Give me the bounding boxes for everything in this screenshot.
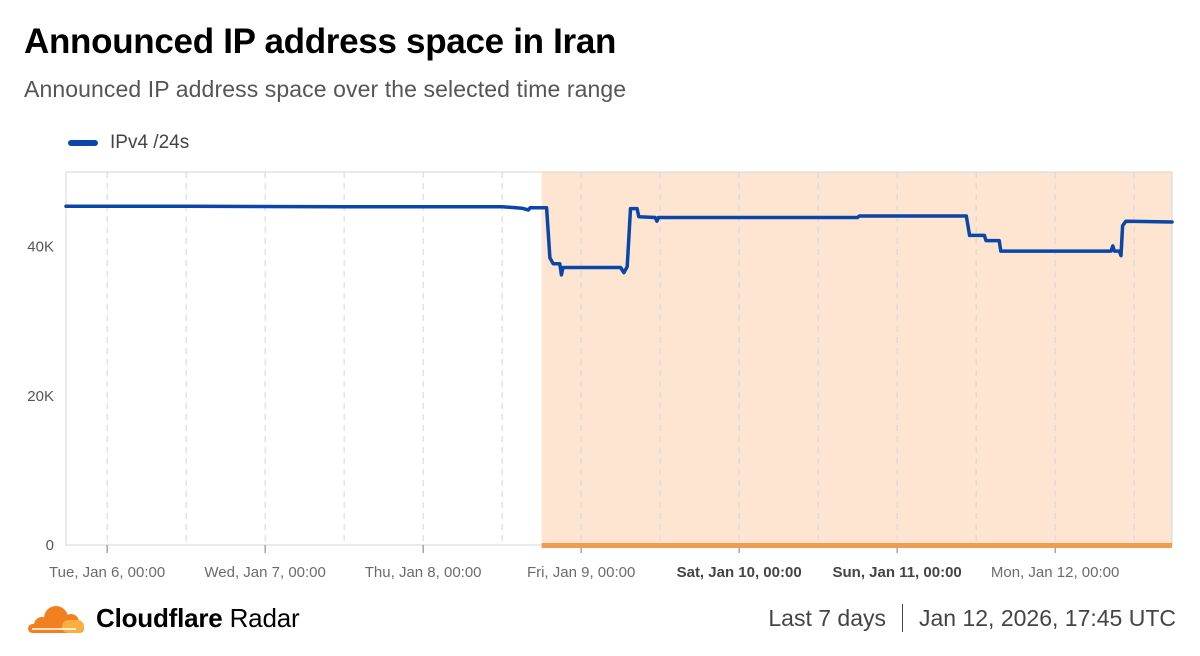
x-tick-label: Mon, Jan 12, 00:00	[991, 564, 1119, 581]
time-range-label[interactable]: Last 7 days	[768, 604, 886, 631]
highlight-range-bar	[541, 543, 1172, 548]
x-tick-label: Thu, Jan 8, 00:00	[365, 564, 482, 581]
y-tick-label: 0	[46, 537, 54, 554]
x-tick-label: Sat, Jan 10, 00:00	[677, 564, 802, 581]
x-tick-label: Tue, Jan 6, 00:00	[49, 564, 165, 581]
legend-label: IPv4 /24s	[110, 132, 190, 153]
cloudflare-cloud-icon	[28, 606, 84, 633]
x-tick-label: Sun, Jan 11, 00:00	[833, 564, 962, 581]
chart-subtitle: Announced IP address space over the sele…	[24, 76, 627, 102]
line-chart: 0 20K 40K Tue, Jan 6, 00:00 Wed, Jan 7, 00:0…	[27, 171, 1174, 581]
brand-name-strong: Cloudflare	[96, 602, 223, 633]
y-tick-label: 40K	[27, 239, 54, 256]
brand-name: Cloudflare Radar	[96, 602, 300, 634]
brand-name-light: Radar	[229, 602, 300, 633]
footer-meta: Last 7 days Jan 12, 2026, 17:45 UTC	[768, 604, 1176, 632]
highlight-region	[541, 172, 1172, 545]
x-tick-label: Wed, Jan 7, 00:00	[204, 564, 325, 581]
legend-swatch	[68, 140, 98, 146]
cloudflare-radar-brand[interactable]: Cloudflare Radar	[24, 602, 300, 634]
chart-legend[interactable]: IPv4 /24s	[68, 132, 189, 154]
series-line-ipv4	[64, 204, 1174, 277]
timestamp: Jan 12, 2026, 17:45 UTC	[919, 604, 1176, 631]
footer-divider	[902, 604, 903, 632]
chart-title: Announced IP address space in Iran	[24, 22, 617, 61]
y-tick-label: 20K	[27, 388, 54, 405]
x-tick-label: Fri, Jan 9, 00:00	[527, 564, 635, 581]
